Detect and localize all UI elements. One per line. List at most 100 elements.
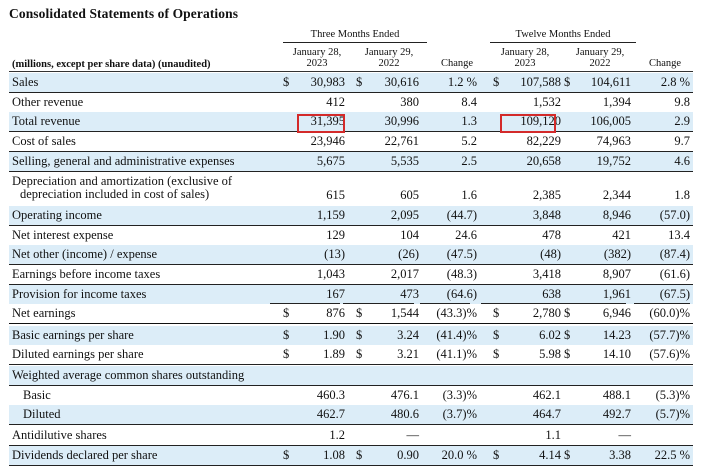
row-separator [9, 171, 693, 172]
row-value-col4: 464.7 [532, 407, 561, 421]
row-value-col6: 4.6 [674, 154, 690, 168]
row-value-col4: 1.1 [545, 428, 561, 442]
row-value-col3: (3.3)% [442, 388, 477, 402]
row-value-col1: 876 [326, 306, 345, 320]
row-value-col4: 6.02 [539, 328, 561, 342]
row-value-col6: 2.8 % [660, 75, 690, 89]
row-separator [9, 225, 693, 226]
dollar-sign: $ [493, 328, 500, 342]
row-label: Net earnings [12, 307, 76, 320]
row-value-col3: 24.6 [455, 228, 477, 242]
group-header-three-months: Three Months Ended [310, 29, 400, 40]
dollar-sign: $ [283, 347, 290, 361]
row-label: Sales [12, 76, 38, 89]
dollar-sign: $ [564, 75, 571, 89]
dollar-sign: $ [564, 306, 571, 320]
row-value-col1: 1.90 [323, 328, 345, 342]
group-underline [490, 42, 636, 43]
row-label: Cost of sales [12, 135, 76, 148]
row-value-col5: 14.10 [602, 347, 631, 361]
row-value-col1: 1.89 [323, 347, 345, 361]
row-value-col1: 1,159 [316, 208, 345, 222]
row-value-col6: 9.7 [674, 134, 690, 148]
row-value-col5: 3.38 [609, 448, 631, 462]
row-value-col3: (44.7) [446, 208, 477, 222]
row-value-col1: 5,675 [316, 154, 345, 168]
row-value-col3: 2.5 [461, 154, 477, 168]
row-label-line: Basic [23, 388, 51, 402]
row-value-col1: 412 [326, 95, 345, 109]
row-value-col5: 2,344 [602, 188, 631, 202]
row-value-col2: 605 [400, 188, 419, 202]
row-value-col4: 478 [542, 228, 561, 242]
row-value-col2: 30,616 [384, 75, 419, 89]
row-value-col3: (47.5) [446, 247, 477, 261]
row-value-col5: 421 [612, 228, 631, 242]
row-separator [9, 385, 693, 386]
table-row: Dividends declared per share 1.08 0.90 20.0… [9, 446, 693, 465]
row-label: Basic earnings per share [12, 329, 134, 342]
dollar-sign: $ [283, 306, 290, 320]
row-label: Selling, general and administrative expe… [12, 155, 235, 168]
dollar-sign: $ [356, 328, 363, 342]
row-value-col3: 1.3 [461, 114, 477, 128]
row-separator [9, 264, 693, 265]
subtotal-underline [343, 303, 414, 304]
dollar-sign: $ [564, 347, 571, 361]
row-value-col6: (60.0)% [649, 306, 690, 320]
highlight-total-revenue-quarter [297, 114, 345, 133]
row-value-col3: 8.4 [461, 95, 477, 109]
row-label-line: Antidilutive shares [12, 428, 107, 442]
units-label: (millions, except per share data) (unaud… [12, 59, 211, 70]
row-label-line: Sales [12, 75, 39, 89]
row-value-col4: 638 [542, 287, 561, 301]
row-label: Other revenue [12, 96, 83, 109]
row-value-col2: 104 [400, 228, 419, 242]
row-label-line: Dividends declared per share [12, 448, 158, 462]
row-value-col5: 6,946 [602, 306, 631, 320]
row-separator [9, 445, 693, 446]
dollar-sign: $ [493, 75, 500, 89]
row-value-col2: 2,017 [390, 267, 419, 281]
row-value-col2: 2,095 [390, 208, 419, 222]
row-value-col3: 5.2 [461, 134, 477, 148]
dollar-sign: $ [283, 448, 290, 462]
subtotal-underline [420, 303, 470, 304]
row-value-col2: 5,535 [390, 154, 419, 168]
dollar-sign: $ [493, 306, 500, 320]
row-value-col3: (43.3)% [436, 306, 477, 320]
row-label: Diluted earnings per share [12, 348, 144, 361]
row-separator [9, 465, 693, 466]
subtotal-underline [634, 303, 690, 304]
dollar-sign: $ [283, 328, 290, 342]
row-label-line: Weighted average common shares outstandi… [12, 368, 245, 382]
row-separator [9, 131, 693, 132]
row-value-col1: (13) [324, 247, 345, 261]
row-value-col1: 1,043 [316, 267, 345, 281]
row-label-line: Operating income [12, 208, 102, 222]
col-header-q-2022: January 29, 2022 [364, 47, 414, 69]
row-value-col5: (382) [603, 247, 631, 261]
row-value-col5: 492.7 [602, 407, 631, 421]
table-row: Operating income 1,159 2,095 (44.7) 3,848 8,9… [9, 206, 693, 225]
row-value-col3: 1.6 [461, 188, 477, 202]
row-label-line: Net other (income) / expense [12, 247, 158, 261]
row-label: Earnings before income taxes [12, 268, 160, 281]
row-value-col1: 30,983 [310, 75, 345, 89]
col-header-q-2023: January 28, 2023 [292, 47, 342, 69]
row-label: Net interest expense [12, 229, 113, 242]
row-label-line: depreciation included in cost of sales) [20, 187, 210, 201]
table-row: Depreciation and amortization (exclusive… [9, 173, 693, 206]
row-value-col2: — [406, 428, 420, 442]
row-value-col5: 106,005 [590, 114, 631, 128]
table-row: Net other (income) / expense (13) (26) (47.… [9, 245, 693, 264]
dollar-sign: $ [356, 75, 363, 89]
row-value-col2: 22,761 [384, 134, 419, 148]
row-separator [9, 92, 693, 93]
row-value-col2: 30,996 [384, 114, 419, 128]
dollar-sign: $ [356, 306, 363, 320]
row-label: Weighted average common shares outstandi… [12, 369, 244, 382]
highlight-total-revenue-year [500, 114, 556, 133]
row-value-col5: 1,961 [602, 287, 631, 301]
table-row: Net interest expense 129 104 24.6 478 421 13.4 [9, 226, 693, 245]
